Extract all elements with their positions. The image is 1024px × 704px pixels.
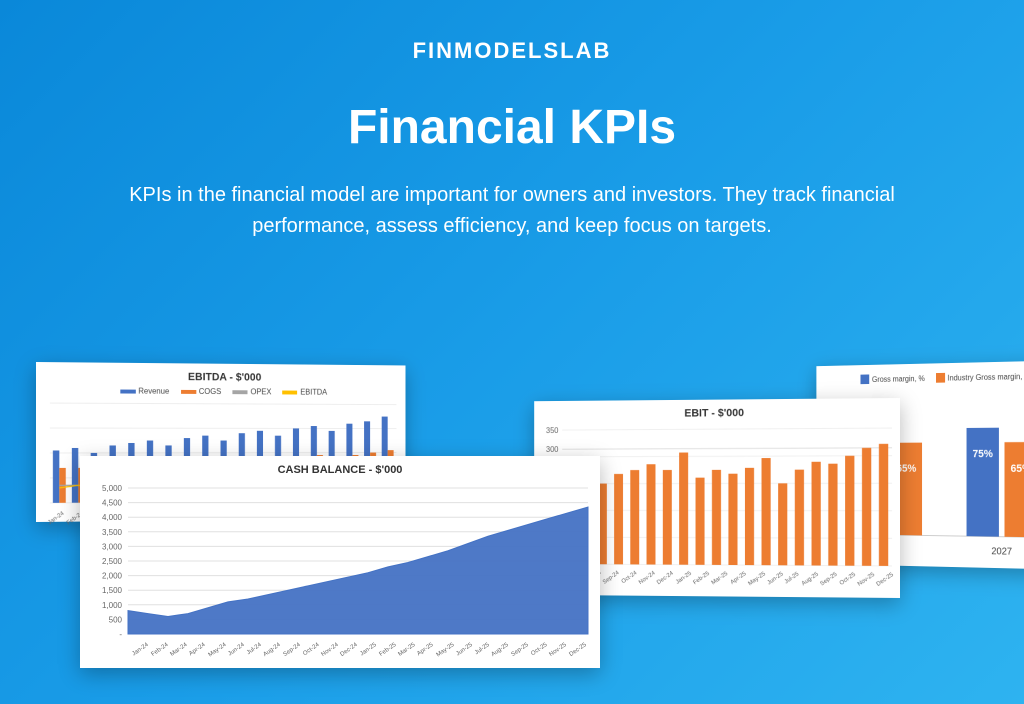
x-label: Jul-24 <box>246 642 263 656</box>
x-label: Jun-25 <box>455 642 473 657</box>
svg-text:1,500: 1,500 <box>102 586 123 595</box>
cash-xaxis: Jan-24Feb-24Mar-24Apr-24May-24Jun-24Jul-… <box>80 640 600 654</box>
x-label: Nov-25 <box>857 572 876 588</box>
legend-swatch <box>233 390 248 394</box>
legend-swatch <box>181 389 196 393</box>
legend-label: Industry Gross margin, % <box>948 372 1024 382</box>
x-label: Jan-24 <box>131 642 149 657</box>
x-label: Sep-24 <box>282 642 301 658</box>
svg-text:300: 300 <box>546 445 559 454</box>
x-label: Aug-25 <box>801 571 820 587</box>
x-label: May-25 <box>747 571 766 587</box>
svg-text:5,000: 5,000 <box>102 484 123 493</box>
x-label: Jul-25 <box>474 642 491 656</box>
x-label: Oct-24 <box>302 642 320 657</box>
x-label: Oct-25 <box>839 572 857 587</box>
legend-label: OPEX <box>251 387 272 396</box>
subtitle-text: KPIs in the financial model are importan… <box>122 180 902 242</box>
x-label: Jul-25 <box>784 571 800 585</box>
svg-text:2,500: 2,500 <box>102 557 123 566</box>
legend-item: Gross margin, % <box>861 373 925 384</box>
x-label: Sep-24 <box>602 570 620 586</box>
x-label: Feb-24 <box>150 642 169 658</box>
ebitda-title: EBITDA - $'000 <box>36 362 405 388</box>
svg-text:65%: 65% <box>1011 463 1024 474</box>
x-label: Oct-25 <box>530 642 548 657</box>
x-label: Dec-25 <box>568 642 587 658</box>
legend-swatch <box>861 374 870 384</box>
legend-swatch <box>283 390 298 394</box>
svg-text:3,500: 3,500 <box>102 528 123 537</box>
x-label: Dec-24 <box>340 642 359 658</box>
x-label: Feb-25 <box>378 642 397 658</box>
page-title: Financial KPIs <box>348 100 676 155</box>
legend-label: COGS <box>199 387 221 396</box>
x-label: Dec-24 <box>657 571 675 587</box>
legend-swatch <box>120 389 136 393</box>
x-label: Mar-25 <box>711 571 729 586</box>
svg-text:500: 500 <box>109 615 123 624</box>
x-label: Nov-24 <box>320 642 339 658</box>
legend-label: EBITDA <box>300 388 327 397</box>
x-label: Feb-25 <box>693 571 711 586</box>
legend-item: COGS <box>181 387 222 396</box>
legend-label: Revenue <box>138 387 169 396</box>
x-label: Jan-25 <box>675 571 693 586</box>
cash-chart-card: CASH BALANCE - $'000 - 500 1,000 1,500 2,000… <box>80 456 600 668</box>
x-label: Aug-24 <box>263 642 282 658</box>
logo-text: FINMODELSLAB <box>413 38 612 64</box>
svg-text:350: 350 <box>546 426 559 435</box>
legend-item: EBITDA <box>283 388 327 397</box>
x-label: Apr-24 <box>189 642 207 657</box>
svg-text:-: - <box>119 630 122 639</box>
x-label: Apr-25 <box>417 642 435 657</box>
legend-label: Gross margin, % <box>872 374 925 384</box>
x-label: Sep-25 <box>510 642 529 658</box>
svg-text:4,500: 4,500 <box>102 499 123 508</box>
x-label: Sep-25 <box>820 572 839 588</box>
legend-item: Industry Gross margin, % <box>936 371 1024 383</box>
cash-title: CASH BALANCE - $'000 <box>80 456 600 480</box>
x-label: Dec-25 <box>876 572 895 588</box>
svg-text:1,000: 1,000 <box>102 601 123 610</box>
x-label: Jun-24 <box>227 642 245 657</box>
ebit-title: EBIT - $'000 <box>534 398 900 424</box>
x-label: Jan-25 <box>359 642 377 657</box>
x-label: Mar-24 <box>169 642 188 658</box>
x-label: Oct-24 <box>621 570 638 585</box>
x-label: Nov-25 <box>548 642 567 658</box>
svg-text:75%: 75% <box>973 449 994 460</box>
x-label: Jun-25 <box>767 571 785 586</box>
legend-swatch <box>936 373 945 383</box>
svg-text:2,000: 2,000 <box>102 572 123 581</box>
x-label: May-24 <box>207 642 227 658</box>
x-label: May-25 <box>435 642 455 658</box>
legend-item: Revenue <box>120 387 169 396</box>
svg-text:4,000: 4,000 <box>102 513 123 522</box>
x-label: Nov-24 <box>638 570 656 586</box>
cash-chart: - 500 1,000 1,500 2,000 2,500 3,000 3,500 4,000 4… <box>80 480 600 640</box>
svg-text:3,000: 3,000 <box>102 542 123 551</box>
x-label: 2027 <box>991 546 1012 557</box>
x-label: Aug-25 <box>491 642 510 658</box>
legend-item: OPEX <box>233 387 272 396</box>
x-label: Mar-25 <box>398 642 417 658</box>
x-label: Apr-25 <box>729 571 747 586</box>
